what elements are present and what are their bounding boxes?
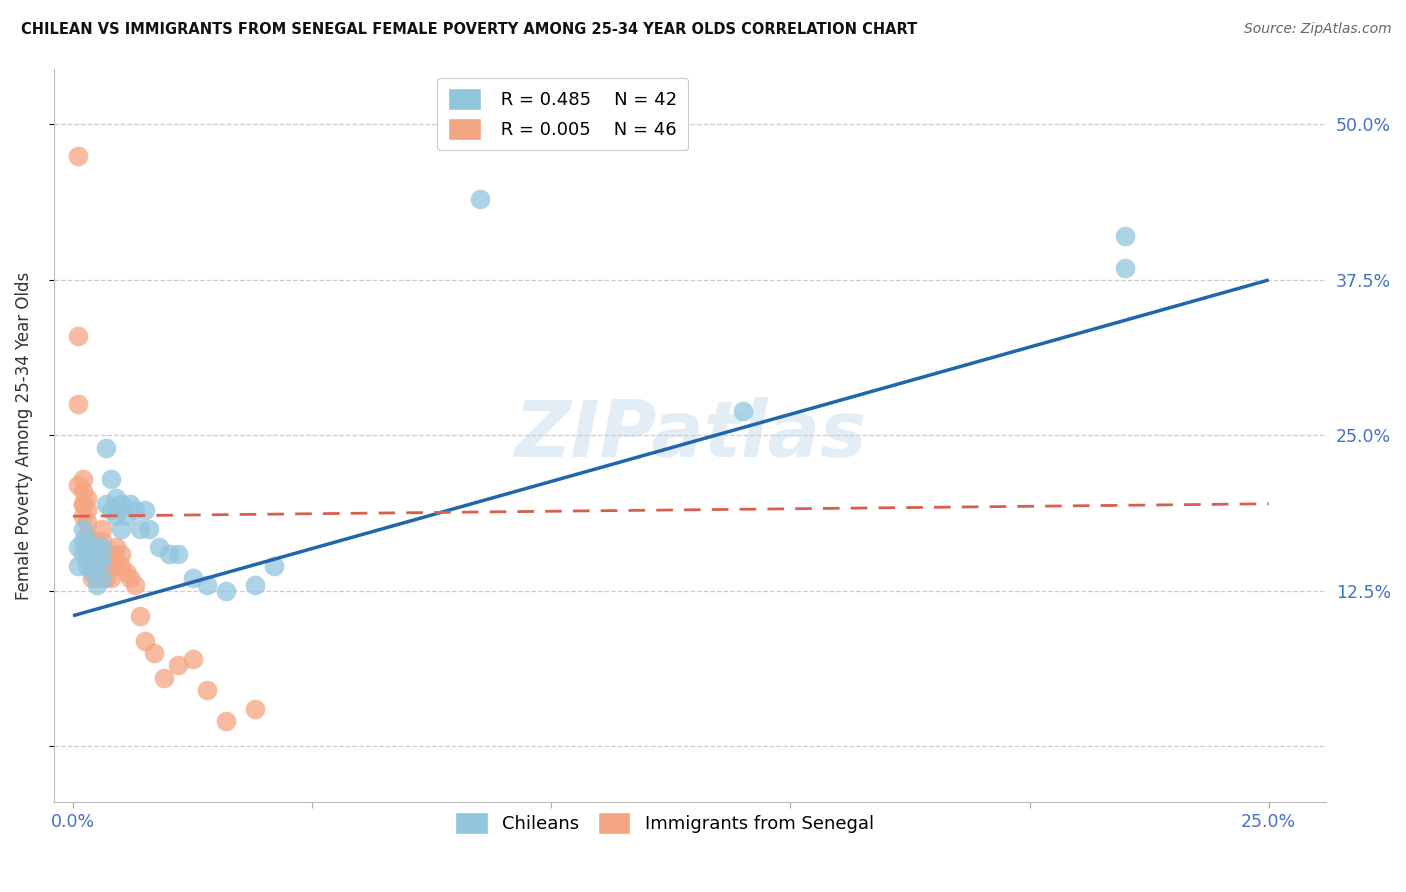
Point xyxy=(90,522,112,536)
Point xyxy=(100,472,122,486)
Y-axis label: Female Poverty Among 25-34 Year Olds: Female Poverty Among 25-34 Year Olds xyxy=(15,271,32,599)
Point xyxy=(66,397,89,411)
Point xyxy=(100,559,122,574)
Point xyxy=(124,503,146,517)
Point xyxy=(86,577,108,591)
Point xyxy=(82,547,104,561)
Point xyxy=(76,491,98,505)
Point xyxy=(82,565,104,579)
Legend: Chileans, Immigrants from Senegal: Chileans, Immigrants from Senegal xyxy=(444,801,884,845)
Point xyxy=(96,571,118,585)
Point xyxy=(76,528,98,542)
Point xyxy=(76,547,98,561)
Point xyxy=(76,503,98,517)
Point xyxy=(86,541,108,555)
Point xyxy=(82,547,104,561)
Point xyxy=(114,509,136,524)
Point xyxy=(90,534,112,549)
Point xyxy=(110,522,132,536)
Point xyxy=(90,541,112,555)
Point xyxy=(72,547,94,561)
Point xyxy=(100,547,122,561)
Point xyxy=(129,608,152,623)
Point xyxy=(82,559,104,574)
Point xyxy=(1114,260,1136,275)
Point xyxy=(72,509,94,524)
Point xyxy=(72,534,94,549)
Point xyxy=(86,571,108,585)
Point xyxy=(66,559,89,574)
Point xyxy=(143,646,166,660)
Point xyxy=(1114,229,1136,244)
Point xyxy=(114,565,136,579)
Point xyxy=(100,571,122,585)
Point xyxy=(90,553,112,567)
Point xyxy=(134,633,156,648)
Point xyxy=(263,559,285,574)
Point xyxy=(96,559,118,574)
Point xyxy=(96,441,118,455)
Point xyxy=(66,478,89,492)
Point xyxy=(72,484,94,499)
Point xyxy=(138,522,160,536)
Point xyxy=(82,571,104,585)
Point xyxy=(96,497,118,511)
Point xyxy=(181,571,204,585)
Point xyxy=(90,571,112,585)
Text: CHILEAN VS IMMIGRANTS FROM SENEGAL FEMALE POVERTY AMONG 25-34 YEAR OLDS CORRELAT: CHILEAN VS IMMIGRANTS FROM SENEGAL FEMAL… xyxy=(21,22,917,37)
Point xyxy=(76,516,98,530)
Point xyxy=(731,403,754,417)
Point xyxy=(110,559,132,574)
Point xyxy=(76,559,98,574)
Point xyxy=(167,658,190,673)
Point xyxy=(129,522,152,536)
Text: Source: ZipAtlas.com: Source: ZipAtlas.com xyxy=(1244,22,1392,37)
Point xyxy=(76,534,98,549)
Point xyxy=(120,571,142,585)
Point xyxy=(66,329,89,343)
Point xyxy=(110,547,132,561)
Point xyxy=(86,559,108,574)
Point xyxy=(72,497,94,511)
Point xyxy=(148,541,170,555)
Point xyxy=(105,491,128,505)
Point xyxy=(86,559,108,574)
Point xyxy=(105,509,128,524)
Point xyxy=(215,583,238,598)
Point xyxy=(110,497,132,511)
Point xyxy=(72,497,94,511)
Point xyxy=(215,714,238,729)
Point xyxy=(86,534,108,549)
Point xyxy=(468,192,491,206)
Point xyxy=(243,702,266,716)
Point xyxy=(66,148,89,162)
Point xyxy=(153,671,176,685)
Point xyxy=(124,577,146,591)
Point xyxy=(120,497,142,511)
Point xyxy=(181,652,204,666)
Text: ZIPatlas: ZIPatlas xyxy=(513,398,866,474)
Point xyxy=(157,547,180,561)
Point xyxy=(243,577,266,591)
Point xyxy=(82,534,104,549)
Point xyxy=(195,577,218,591)
Point xyxy=(105,553,128,567)
Point xyxy=(66,541,89,555)
Point xyxy=(86,547,108,561)
Point xyxy=(100,503,122,517)
Point xyxy=(72,472,94,486)
Point xyxy=(134,503,156,517)
Point xyxy=(167,547,190,561)
Point xyxy=(105,541,128,555)
Point xyxy=(72,522,94,536)
Point xyxy=(96,547,118,561)
Point xyxy=(195,683,218,698)
Point xyxy=(90,547,112,561)
